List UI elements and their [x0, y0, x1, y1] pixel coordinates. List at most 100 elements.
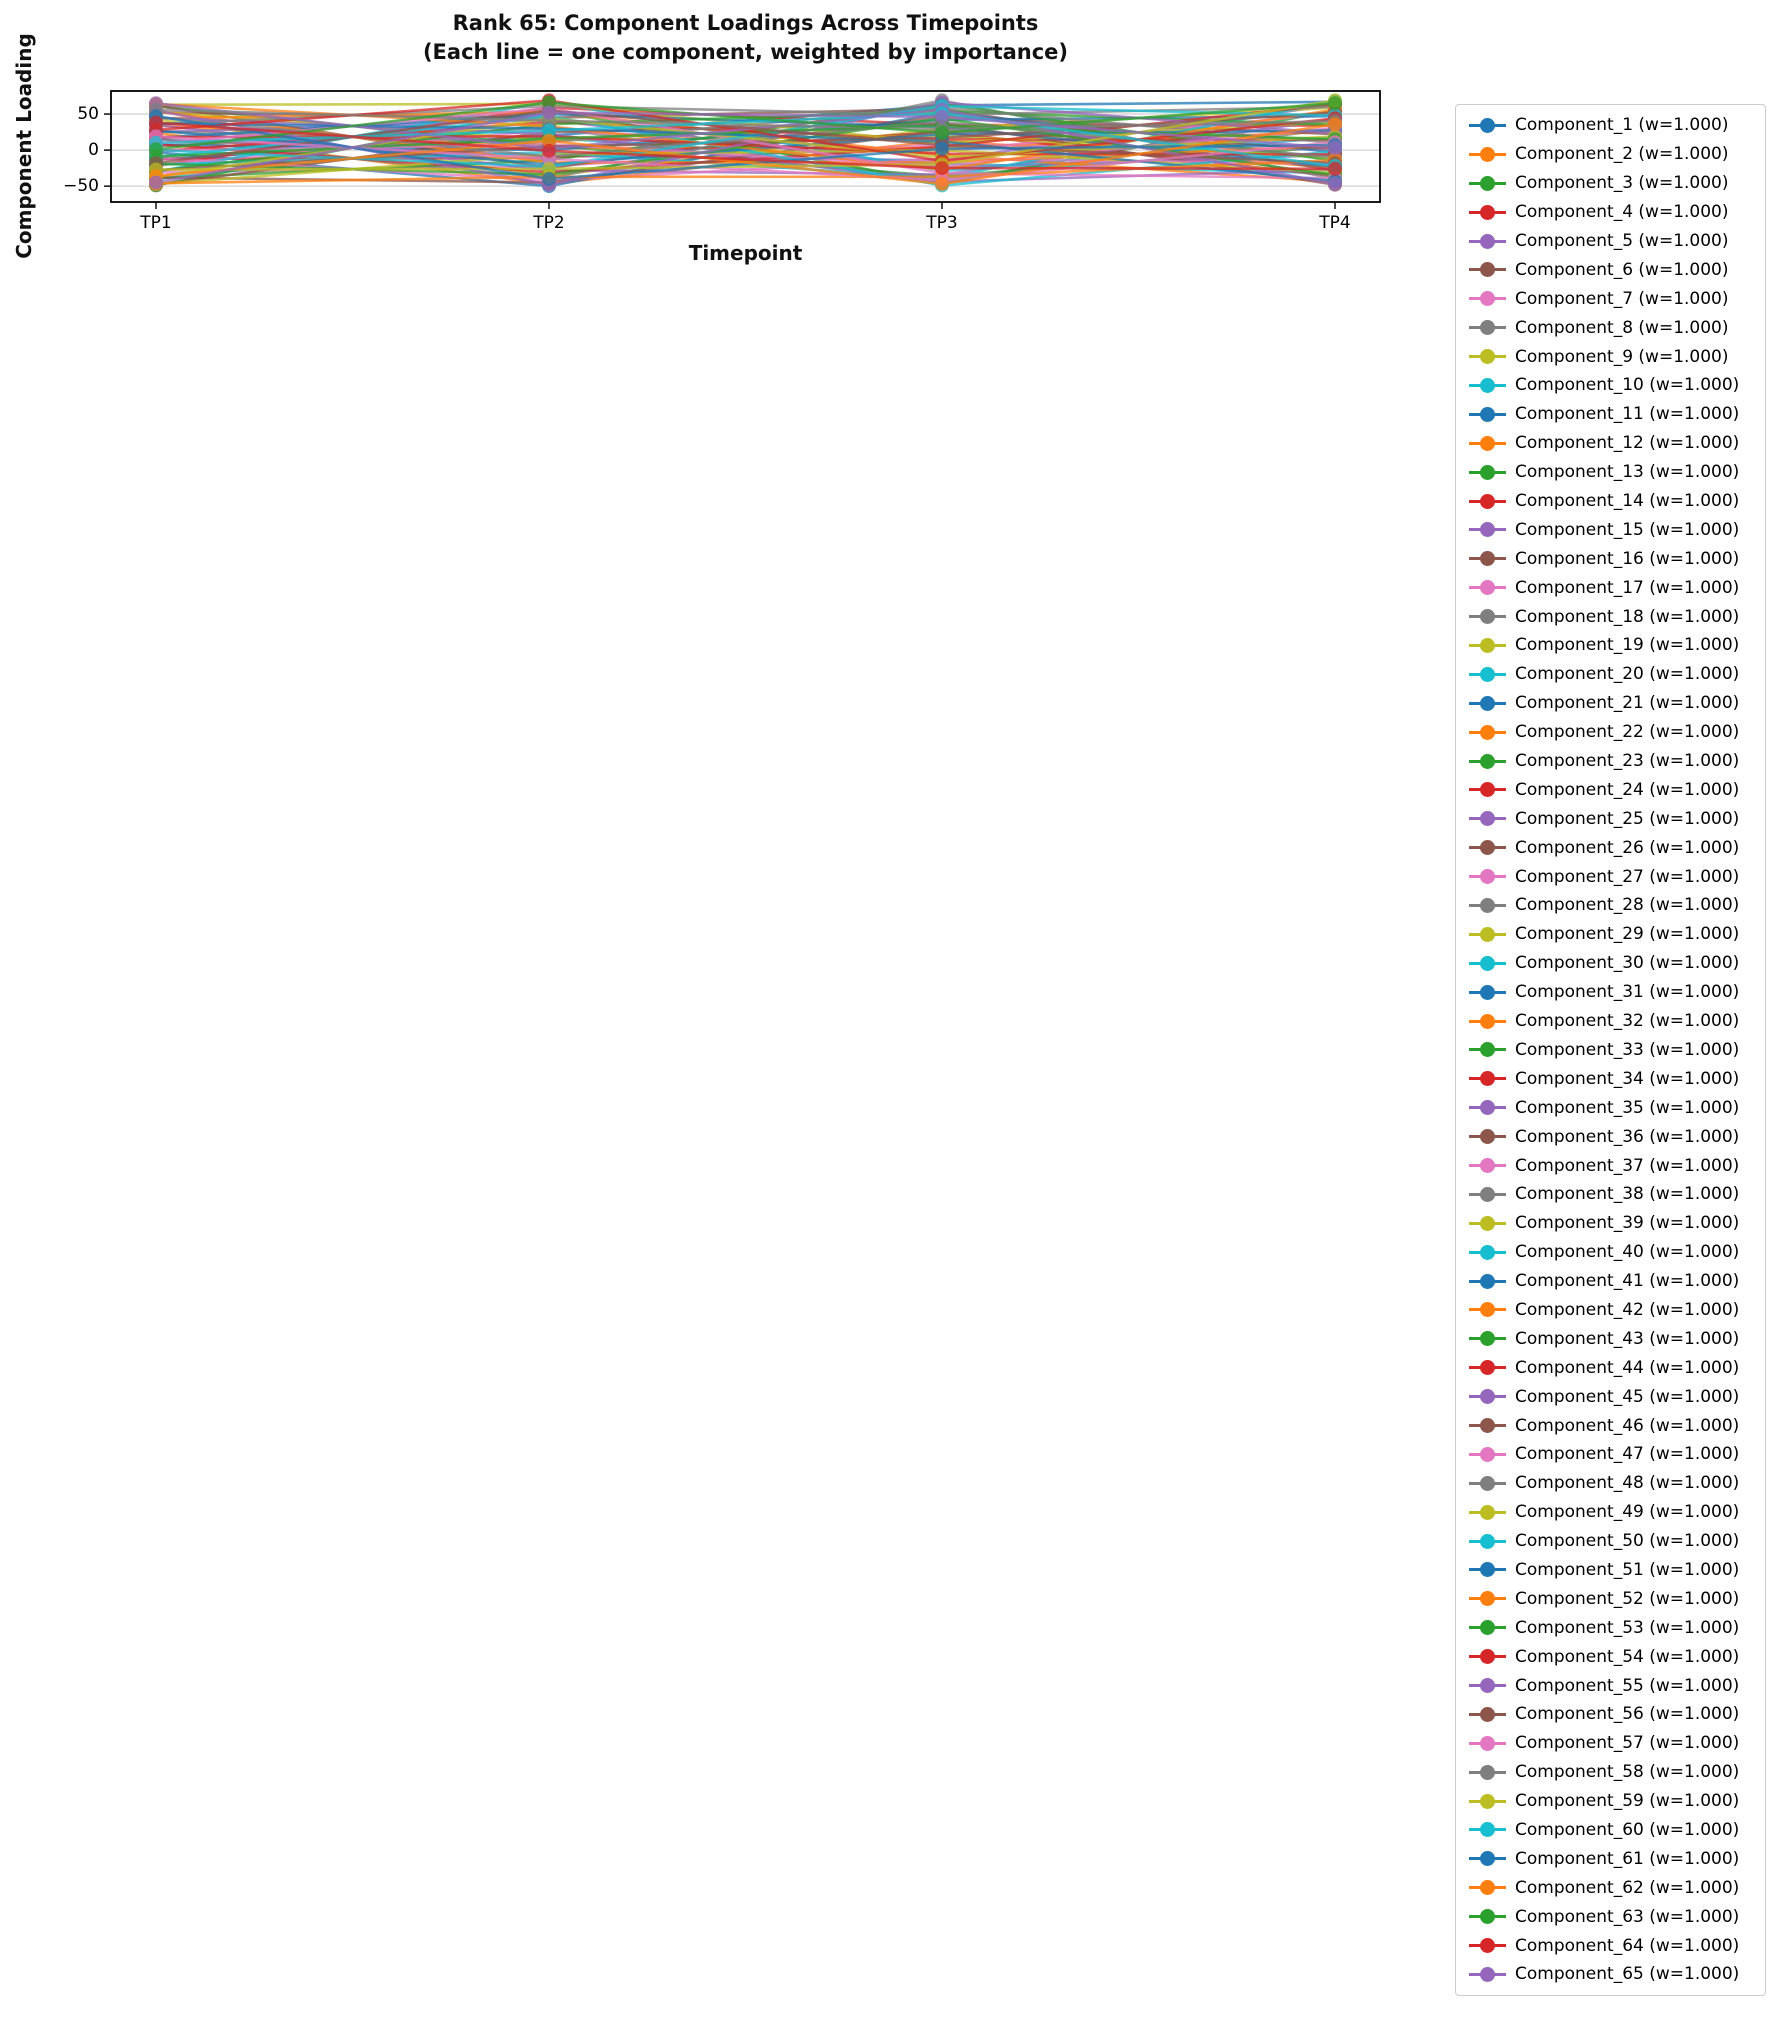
legend-item-label: Component_35 (w=1.000): [1515, 1097, 1740, 1118]
legend-marker-icon: [1469, 1793, 1506, 1809]
y-tick-label: −50: [63, 176, 99, 196]
data-point: [935, 109, 949, 124]
legend-marker-icon: [1469, 1129, 1506, 1145]
chart-title-line2: (Each line = one component, weighted by …: [422, 40, 1069, 64]
data-point: [542, 95, 556, 110]
legend-item-label: Component_55 (w=1.000): [1515, 1675, 1740, 1696]
legend-marker-icon: [1469, 349, 1506, 365]
legend-marker-icon: [1469, 291, 1506, 307]
legend-item-label: Component_56 (w=1.000): [1515, 1704, 1740, 1725]
series-line: [155, 101, 1336, 151]
legend-item-label: Component_32 (w=1.000): [1515, 1011, 1740, 1032]
legend-marker-icon: [1469, 435, 1506, 451]
legend-item: Component_14 (w=1.000): [1456, 487, 1765, 516]
legend-marker-icon: [1469, 1013, 1506, 1029]
legend-item-label: Component_33 (w=1.000): [1515, 1039, 1740, 1060]
legend-marker-icon: [1469, 811, 1506, 827]
legend-item: Component_58 (w=1.000): [1456, 1758, 1765, 1787]
legend-item-label: Component_1 (w=1.000): [1515, 115, 1729, 136]
legend-item-label: Component_51 (w=1.000): [1515, 1559, 1740, 1580]
data-point: [149, 175, 163, 190]
data-point: [1328, 161, 1342, 176]
legend-item: Component_31 (w=1.000): [1456, 978, 1765, 1007]
legend-item: Component_5 (w=1.000): [1456, 227, 1765, 256]
legend-item-label: Component_18 (w=1.000): [1515, 606, 1740, 627]
legend-marker-icon: [1469, 1042, 1506, 1058]
legend-item-label: Component_5 (w=1.000): [1515, 231, 1729, 251]
legend-item-label: Component_57 (w=1.000): [1515, 1733, 1740, 1754]
legend-item: Component_33 (w=1.000): [1456, 1036, 1765, 1065]
legend-item: Component_19 (w=1.000): [1456, 631, 1765, 660]
legend-marker-icon: [1469, 1764, 1506, 1780]
legend-item-label: Component_31 (w=1.000): [1515, 982, 1740, 1003]
legend-item: Component_50 (w=1.000): [1456, 1527, 1765, 1556]
legend-marker-icon: [1469, 1706, 1506, 1722]
legend-item: Component_27 (w=1.000): [1456, 862, 1765, 891]
data-point: [935, 141, 949, 156]
legend-item: Component_62 (w=1.000): [1456, 1873, 1765, 1902]
legend-marker-icon: [1469, 609, 1506, 625]
legend-item-label: Component_15 (w=1.000): [1515, 519, 1740, 540]
legend-item-label: Component_17 (w=1.000): [1515, 577, 1740, 598]
legend-item: Component_2 (w=1.000): [1456, 140, 1765, 169]
legend-marker-icon: [1469, 1562, 1506, 1578]
legend-item: Component_49 (w=1.000): [1456, 1498, 1765, 1527]
legend-marker-icon: [1469, 233, 1506, 249]
legend-marker-icon: [1469, 1273, 1506, 1289]
legend-item-label: Component_26 (w=1.000): [1515, 837, 1740, 858]
legend-item-label: Component_19 (w=1.000): [1515, 635, 1740, 656]
legend-item: Component_32 (w=1.000): [1456, 1007, 1765, 1036]
legend-item: Component_42 (w=1.000): [1456, 1296, 1765, 1325]
legend-item: Component_25 (w=1.000): [1456, 804, 1765, 833]
legend-item-label: Component_59 (w=1.000): [1515, 1791, 1740, 1812]
legend-marker-icon: [1469, 1822, 1506, 1838]
legend-item-label: Component_2 (w=1.000): [1515, 144, 1729, 165]
legend-item: Component_23 (w=1.000): [1456, 747, 1765, 776]
legend-item: Component_48 (w=1.000): [1456, 1469, 1765, 1498]
legend-item: Component_36 (w=1.000): [1456, 1122, 1765, 1151]
legend-marker-icon: [1469, 955, 1506, 971]
legend-item: Component_28 (w=1.000): [1456, 891, 1765, 920]
legend-item-label: Component_24 (w=1.000): [1515, 779, 1740, 800]
legend-item-label: Component_30 (w=1.000): [1515, 953, 1740, 974]
legend-item: Component_9 (w=1.000): [1456, 342, 1765, 371]
legend-item-label: Component_11 (w=1.000): [1515, 404, 1740, 425]
legend-item: Component_22 (w=1.000): [1456, 718, 1765, 747]
data-point: [542, 171, 556, 186]
legend-marker-icon: [1469, 782, 1506, 798]
legend-marker-icon: [1469, 1851, 1506, 1867]
legend-item: Component_53 (w=1.000): [1456, 1613, 1765, 1642]
legend-item-label: Component_7 (w=1.000): [1515, 288, 1729, 309]
series-group: [149, 95, 1342, 157]
legend-item: Component_29 (w=1.000): [1456, 920, 1765, 949]
legend-item: Component_56 (w=1.000): [1456, 1700, 1765, 1729]
legend-item-label: Component_6 (w=1.000): [1515, 259, 1729, 280]
legend-marker-icon: [1469, 1649, 1506, 1665]
legend-marker-icon: [1469, 580, 1506, 596]
legend-item-label: Component_64 (w=1.000): [1515, 1935, 1740, 1956]
legend-item: Component_51 (w=1.000): [1456, 1556, 1765, 1585]
legend-marker-icon: [1469, 117, 1506, 133]
chart-title-line1: Rank 65: Component Loadings Across Timep…: [452, 11, 1039, 35]
legend-item-label: Component_65 (w=1.000): [1515, 1964, 1740, 1985]
legend-item-label: Component_14 (w=1.000): [1515, 491, 1740, 512]
legend-item: Component_30 (w=1.000): [1456, 949, 1765, 978]
legend-item: Component_54 (w=1.000): [1456, 1642, 1765, 1671]
legend-marker-icon: [1469, 1735, 1506, 1751]
legend-item-label: Component_53 (w=1.000): [1515, 1617, 1740, 1638]
legend-item-label: Component_20 (w=1.000): [1515, 664, 1740, 685]
legend-marker-icon: [1469, 666, 1506, 682]
x-axis-label: Timepoint: [688, 241, 803, 265]
legend-item: Component_38 (w=1.000): [1456, 1180, 1765, 1209]
legend-item: Component_13 (w=1.000): [1456, 458, 1765, 487]
legend-marker-icon: [1469, 1389, 1506, 1405]
legend-item-label: Component_46 (w=1.000): [1515, 1415, 1740, 1436]
legend-marker-icon: [1469, 1909, 1506, 1925]
legend-item-label: Component_13 (w=1.000): [1515, 462, 1740, 483]
legend-marker-icon: [1469, 897, 1506, 913]
legend-item: Component_41 (w=1.000): [1456, 1267, 1765, 1296]
legend-item-label: Component_16 (w=1.000): [1515, 548, 1740, 569]
legend-marker-icon: [1469, 1475, 1506, 1491]
legend-item: Component_12 (w=1.000): [1456, 429, 1765, 458]
legend-item-label: Component_41 (w=1.000): [1515, 1271, 1740, 1292]
